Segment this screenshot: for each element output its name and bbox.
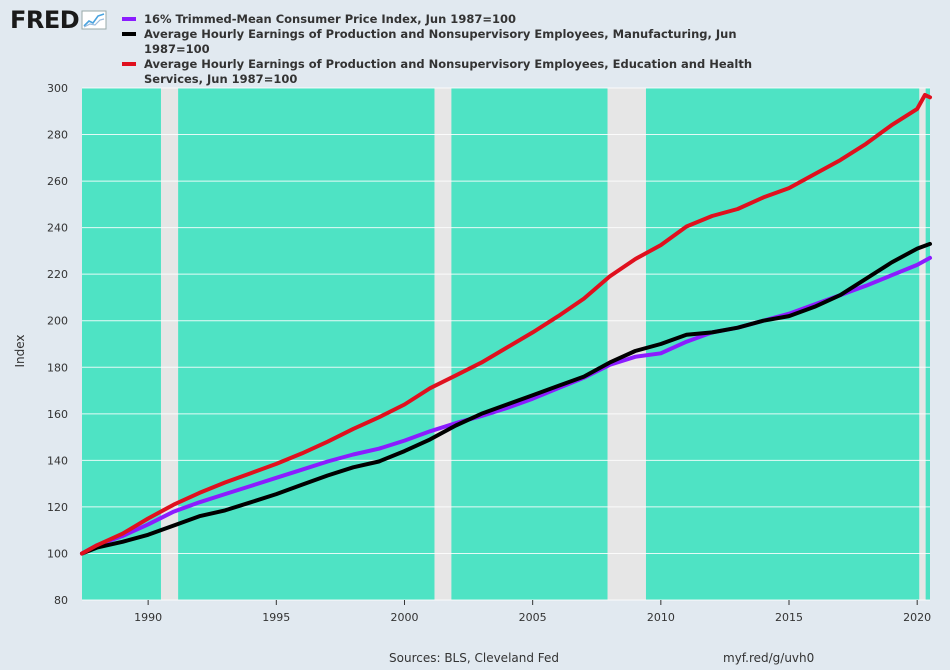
y-tick-label: 180 xyxy=(47,361,68,374)
y-tick-label: 260 xyxy=(47,175,68,188)
y-tick-label: 280 xyxy=(47,129,68,142)
y-tick-label: 220 xyxy=(47,268,68,281)
x-tick-label: 2015 xyxy=(775,611,803,624)
recession-band xyxy=(607,88,646,600)
y-tick-label: 300 xyxy=(47,82,68,95)
legend-item-manufacturing[interactable]: Average Hourly Earnings of Production an… xyxy=(122,27,794,57)
legend-swatch xyxy=(122,17,136,21)
legend: 16% Trimmed-Mean Consumer Price Index, J… xyxy=(122,12,794,87)
x-tick-label: 1990 xyxy=(134,611,162,624)
x-tick-label: 2005 xyxy=(519,611,547,624)
legend-item-trimmed-mean-cpi[interactable]: 16% Trimmed-Mean Consumer Price Index, J… xyxy=(122,12,794,27)
y-tick-label: 200 xyxy=(47,315,68,328)
y-tick-label: 120 xyxy=(47,501,68,514)
legend-label: Average Hourly Earnings of Production an… xyxy=(144,57,753,86)
recession-band xyxy=(160,88,179,600)
recession-band xyxy=(434,88,452,600)
series-line-2 xyxy=(80,93,932,556)
series-line-0 xyxy=(80,255,932,556)
legend-label: 16% Trimmed-Mean Consumer Price Index, J… xyxy=(144,12,516,26)
logo-text: FRED xyxy=(10,6,80,34)
x-tick-label: 2000 xyxy=(390,611,418,624)
legend-swatch xyxy=(122,32,136,36)
logo-graph-icon xyxy=(81,10,107,30)
y-tick-label: 160 xyxy=(47,408,68,421)
fred-logo[interactable]: FRED xyxy=(10,6,107,34)
y-tick-label: 140 xyxy=(47,454,68,467)
x-tick-label: 2020 xyxy=(903,611,931,624)
legend-item-education-health[interactable]: Average Hourly Earnings of Production an… xyxy=(122,57,794,87)
footer-link[interactable]: myf.red/g/uvh0 xyxy=(723,651,815,665)
footer-sources: Sources: BLS, Cleveland Fed xyxy=(389,651,560,665)
x-tick-label: 1995 xyxy=(262,611,290,624)
y-tick-label: 100 xyxy=(47,547,68,560)
y-tick-label: 240 xyxy=(47,222,68,235)
plot-area xyxy=(82,88,930,600)
recession-band xyxy=(919,88,926,600)
y-tick-label: 80 xyxy=(54,594,68,607)
legend-label: Average Hourly Earnings of Production an… xyxy=(144,27,737,56)
x-tick-label: 2010 xyxy=(647,611,675,624)
legend-swatch xyxy=(122,62,136,66)
series-line-1 xyxy=(80,241,932,556)
